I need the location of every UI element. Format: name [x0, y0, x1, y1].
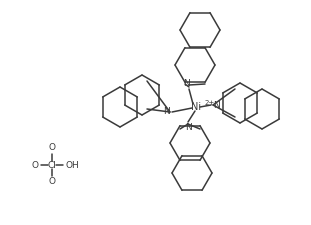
Text: O: O — [31, 160, 39, 169]
Text: O: O — [49, 144, 55, 153]
Text: Ni: Ni — [191, 102, 201, 112]
Text: N: N — [214, 101, 220, 110]
Text: N: N — [185, 124, 191, 133]
Text: N: N — [183, 79, 190, 88]
Text: N: N — [163, 108, 169, 117]
Text: 2+: 2+ — [205, 100, 215, 106]
Text: Cl: Cl — [48, 160, 56, 169]
Text: OH: OH — [65, 160, 79, 169]
Text: O: O — [49, 178, 55, 187]
